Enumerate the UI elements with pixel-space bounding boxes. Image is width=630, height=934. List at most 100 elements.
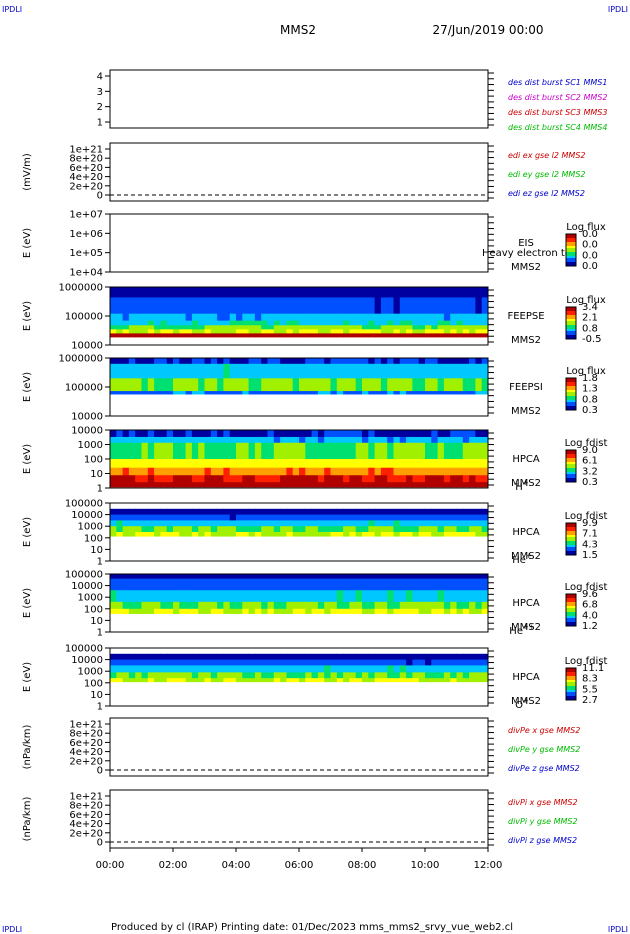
spectrogram-cell — [248, 459, 256, 469]
spectrogram-cell — [128, 287, 136, 298]
spectrogram-cell — [406, 325, 413, 330]
spectrogram-cell — [261, 659, 268, 666]
spectrogram-cell — [343, 678, 350, 683]
spectrogram-cell — [141, 287, 149, 298]
spectrogram-cell — [110, 391, 117, 395]
spectrogram-cell — [261, 514, 268, 521]
spectrogram-cell — [286, 601, 294, 610]
spectrogram-cell — [355, 358, 363, 365]
spectrogram-cell — [406, 391, 413, 395]
spectrogram-cell — [336, 436, 344, 444]
spectrogram-cell — [406, 578, 413, 591]
spectrogram-cell — [179, 467, 187, 476]
spectrogram-cell — [223, 659, 231, 666]
spectrogram-cell — [425, 329, 432, 334]
spectrogram-cell — [286, 430, 294, 438]
colorbar-segment — [566, 315, 576, 318]
spectrogram-cell — [336, 363, 344, 379]
colorbar-segment — [566, 688, 576, 691]
overlay-label: Heavy electron to — [482, 248, 571, 259]
spectrogram-cell — [450, 358, 457, 365]
spectrogram-cell — [462, 601, 470, 610]
spectrogram-cell — [431, 442, 439, 460]
spectrogram-cell — [469, 520, 476, 527]
spectrogram-cell — [311, 287, 319, 298]
spectrogram-cell — [267, 287, 275, 298]
spectrogram-cell — [179, 665, 187, 673]
spectrogram-cell — [191, 508, 199, 516]
spectrogram-cell — [437, 329, 445, 334]
spectrogram-cell — [406, 333, 413, 338]
spectrogram-cell — [173, 590, 180, 603]
spectrogram-cell — [204, 436, 212, 444]
spectrogram-cell — [425, 601, 432, 610]
y-tick-label: 6e+20 — [69, 810, 103, 821]
spectrogram-cell — [456, 436, 464, 444]
spectrogram-cell — [141, 436, 149, 444]
y-tick-label: 6e+20 — [69, 738, 103, 749]
spectrogram-cell — [254, 672, 262, 679]
spectrogram-cell — [362, 320, 369, 326]
spectrogram-cell — [116, 329, 124, 334]
spectrogram-cell — [299, 526, 306, 533]
spectrogram-cell — [273, 467, 281, 476]
y-tick-label: 10000 — [71, 581, 103, 592]
spectrogram-cell — [204, 333, 212, 338]
spectrogram-cell — [185, 363, 193, 379]
colorbar-segment — [566, 674, 576, 677]
spectrogram-cell — [355, 297, 363, 315]
spectrogram-cell — [147, 333, 155, 338]
legend-entry: des dist burst SC1 MMS1 — [508, 78, 607, 87]
spectrogram-cell — [223, 297, 231, 315]
spectrogram-cell — [299, 590, 306, 603]
spectrogram-cell — [399, 514, 407, 521]
spectrogram-cell — [418, 514, 426, 521]
colorbar-segment — [566, 454, 576, 457]
spectrogram-cell — [462, 363, 470, 379]
spectrogram-cell — [280, 678, 287, 683]
spectrogram-cell — [122, 578, 130, 591]
spectrogram-cell — [154, 333, 161, 338]
spectrogram-cell — [160, 665, 168, 673]
spectrogram-cell — [368, 526, 376, 533]
spectrogram-cell — [462, 520, 470, 527]
spectrogram-cell — [355, 475, 363, 483]
spectrogram-cell — [292, 475, 300, 483]
spectrogram-cell — [431, 590, 439, 603]
spectrogram-cell — [128, 665, 136, 673]
spectrogram-cell — [387, 467, 394, 476]
spectrogram-cell — [210, 520, 218, 527]
spectrogram-cell — [481, 287, 489, 298]
spectrogram-cell — [210, 430, 218, 438]
spectrogram-cell — [469, 391, 476, 395]
spectrogram-cell — [311, 665, 319, 673]
spectrogram-cell — [229, 287, 237, 298]
spectrogram-cell — [443, 363, 451, 379]
spectrogram-cell — [273, 520, 281, 527]
spectrogram-cell — [273, 297, 281, 315]
y-axis-label: E (eV) — [22, 228, 33, 258]
spectrogram-cell — [362, 287, 369, 298]
spectrogram-cell — [425, 665, 432, 673]
spectrogram-cell — [204, 672, 212, 679]
spectrogram-cell — [475, 329, 483, 334]
spectrogram-cell — [210, 653, 218, 661]
spectrogram-cell — [469, 608, 476, 614]
spectrogram-cell — [387, 659, 394, 666]
spectrogram-cell — [481, 442, 489, 460]
spectrogram-cell — [317, 329, 325, 334]
spectrogram-cell — [443, 378, 451, 392]
spectrogram-cell — [481, 659, 489, 666]
spectrogram-cell — [248, 358, 256, 365]
spectrogram-cell — [393, 672, 401, 679]
spectrogram-cell — [267, 574, 275, 580]
spectrogram-cell — [330, 363, 338, 379]
spectrogram-cell — [311, 653, 319, 661]
corner-label-bottom-right: IPDLI — [608, 925, 628, 934]
spectrogram-cell — [217, 659, 224, 666]
spectrogram-cell — [475, 363, 483, 379]
spectrogram-cell — [261, 329, 268, 334]
spectrogram-cell — [336, 526, 344, 533]
spectrogram-cell — [179, 378, 187, 392]
panel-frame — [109, 789, 489, 849]
